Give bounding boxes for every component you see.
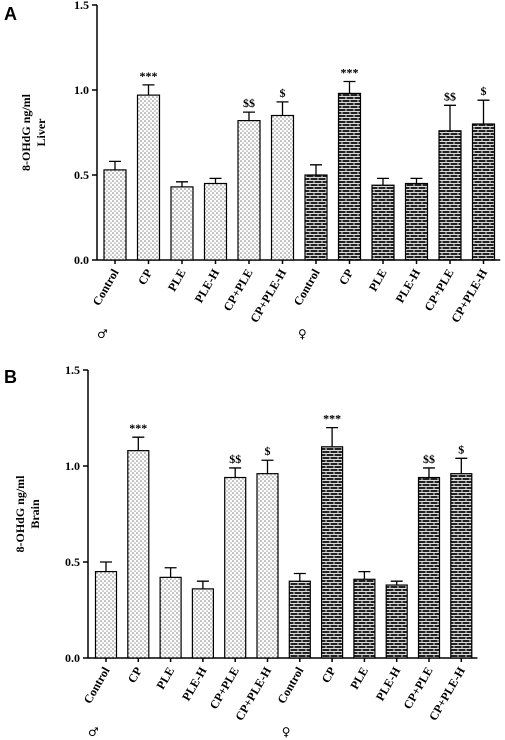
significance-label: *** — [129, 421, 147, 435]
x-tick-label: PLE — [366, 267, 390, 294]
bar — [256, 473, 279, 659]
error-bar — [209, 177, 222, 184]
error-bar — [477, 99, 490, 124]
y-axis-title: 8-OHdG ng/ml — [19, 93, 33, 171]
x-tick-label: CP+PLE — [220, 267, 255, 314]
bar — [438, 130, 462, 261]
significance-label: $ — [265, 444, 271, 458]
bar — [450, 473, 473, 659]
x-tick-label: CP+PLE — [207, 665, 242, 712]
bar — [203, 182, 228, 261]
error-bar — [261, 459, 274, 474]
bar — [237, 119, 261, 261]
bar — [385, 584, 408, 659]
error-bar — [132, 436, 145, 451]
error-bar — [310, 164, 322, 175]
error-bar — [343, 80, 356, 94]
error-bar — [164, 567, 177, 578]
error-bar — [377, 177, 389, 186]
x-tick-label: Control — [81, 664, 113, 706]
error-bar — [410, 177, 423, 184]
y-tick-label: 0.0 — [65, 651, 80, 665]
error-bar — [455, 457, 468, 474]
bar — [404, 182, 429, 261]
error-bar — [109, 160, 121, 170]
y-tick-label: 0.5 — [65, 555, 80, 569]
error-bar — [444, 104, 456, 131]
y-tick-label: 0.5 — [74, 168, 89, 182]
bar — [94, 570, 118, 659]
significance-label: *** — [323, 412, 341, 426]
significance-label: $ — [280, 86, 286, 100]
group-label: ♀ — [298, 327, 307, 341]
bar — [321, 446, 344, 659]
bar — [417, 476, 441, 659]
y-tick-label: 1.0 — [65, 459, 80, 473]
x-tick-label: CP — [135, 267, 155, 288]
bar — [127, 450, 150, 659]
significance-label: $ — [481, 84, 487, 98]
bar — [270, 114, 295, 261]
group-label: ♂ — [88, 725, 99, 739]
group-label: ♂ — [97, 327, 108, 341]
y-axis-title: Brain — [28, 499, 42, 529]
bar — [159, 576, 182, 659]
x-tick-label: CP — [336, 267, 356, 288]
error-bar — [243, 111, 255, 121]
significance-label: $$ — [444, 89, 456, 103]
x-tick-label: PLE-H — [179, 664, 210, 703]
significance-label: $ — [458, 442, 464, 456]
y-axis-title: Liver — [34, 118, 48, 147]
bar — [103, 169, 127, 261]
y-axis-title: 8-OHdG ng/ml — [13, 475, 27, 553]
panel-label: B — [4, 367, 17, 387]
bar — [304, 174, 328, 261]
error-bar — [229, 467, 242, 478]
y-tick-label: 0.0 — [74, 253, 89, 267]
bar — [224, 476, 247, 659]
error-bar — [390, 580, 403, 586]
x-tick-label: CP+PLE — [421, 267, 456, 314]
x-tick-label: PLE — [153, 665, 177, 692]
bar — [371, 184, 395, 261]
bar — [136, 94, 161, 261]
error-bar — [358, 570, 371, 580]
error-bar — [176, 181, 188, 187]
x-tick-label: PLE-H — [393, 266, 424, 305]
y-tick-label: 1.5 — [65, 363, 80, 377]
x-tick-label: PLE — [165, 267, 189, 294]
x-tick-label: Control — [90, 266, 122, 308]
panel-label: A — [4, 4, 17, 24]
x-tick-label: CP — [125, 665, 145, 686]
error-bar — [293, 572, 306, 582]
x-tick-label: PLE — [347, 665, 371, 692]
x-tick-label: PLE-H — [192, 266, 223, 305]
error-bar — [100, 561, 112, 572]
error-bar — [276, 101, 289, 116]
bar — [170, 186, 194, 261]
error-bar — [423, 467, 435, 478]
x-tick-label: CP — [319, 665, 339, 686]
x-tick-label: Control — [291, 266, 323, 308]
error-bar — [142, 84, 155, 96]
group-label: ♀ — [282, 725, 291, 739]
significance-label: *** — [140, 69, 158, 83]
bar — [337, 92, 362, 261]
bar — [471, 123, 496, 261]
y-tick-label: 1.5 — [74, 0, 89, 12]
x-tick-label: CP+PLE — [400, 665, 435, 712]
bar — [353, 578, 376, 659]
significance-label: $$ — [423, 452, 435, 466]
bar — [191, 588, 214, 659]
error-bar — [196, 580, 209, 589]
significance-label: *** — [341, 66, 359, 80]
x-tick-label: PLE-H — [373, 664, 404, 703]
error-bar — [326, 426, 339, 447]
significance-label: $$ — [243, 96, 255, 110]
x-tick-label: Control — [274, 664, 306, 706]
y-tick-label: 1.0 — [74, 83, 89, 97]
significance-label: $$ — [229, 452, 241, 466]
bar — [288, 580, 311, 659]
